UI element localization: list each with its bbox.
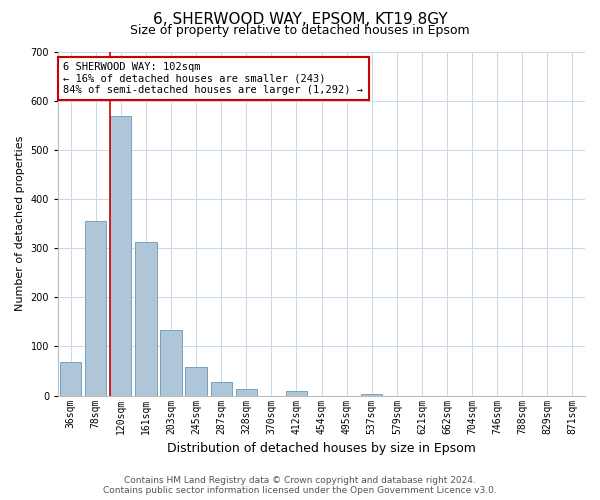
Bar	[110, 116, 131, 396]
Y-axis label: Number of detached properties: Number of detached properties	[15, 136, 25, 312]
Bar	[236, 389, 257, 396]
X-axis label: Distribution of detached houses by size in Epsom: Distribution of detached houses by size …	[167, 442, 476, 455]
Text: Size of property relative to detached houses in Epsom: Size of property relative to detached ho…	[130, 24, 470, 37]
Bar	[135, 242, 157, 396]
Bar	[160, 330, 182, 396]
Text: 6, SHERWOOD WAY, EPSOM, KT19 8GY: 6, SHERWOOD WAY, EPSOM, KT19 8GY	[152, 12, 448, 28]
Bar	[85, 221, 106, 396]
Bar	[60, 362, 81, 396]
Text: Contains HM Land Registry data © Crown copyright and database right 2024.
Contai: Contains HM Land Registry data © Crown c…	[103, 476, 497, 495]
Bar	[361, 394, 382, 396]
Text: 6 SHERWOOD WAY: 102sqm
← 16% of detached houses are smaller (243)
84% of semi-de: 6 SHERWOOD WAY: 102sqm ← 16% of detached…	[64, 62, 364, 95]
Bar	[185, 367, 207, 396]
Bar	[211, 382, 232, 396]
Bar	[286, 391, 307, 396]
